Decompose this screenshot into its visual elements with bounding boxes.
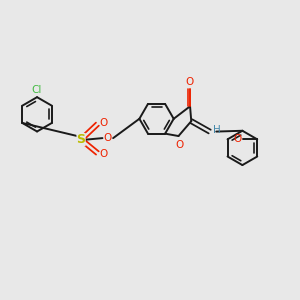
Text: H: H bbox=[213, 125, 221, 135]
Text: O: O bbox=[176, 140, 184, 151]
Text: O: O bbox=[186, 77, 194, 87]
Text: O: O bbox=[100, 149, 108, 159]
Text: S: S bbox=[76, 133, 85, 146]
Text: O: O bbox=[234, 134, 242, 144]
Text: Cl: Cl bbox=[32, 85, 42, 95]
Text: O: O bbox=[100, 118, 108, 128]
Text: O: O bbox=[104, 133, 112, 143]
